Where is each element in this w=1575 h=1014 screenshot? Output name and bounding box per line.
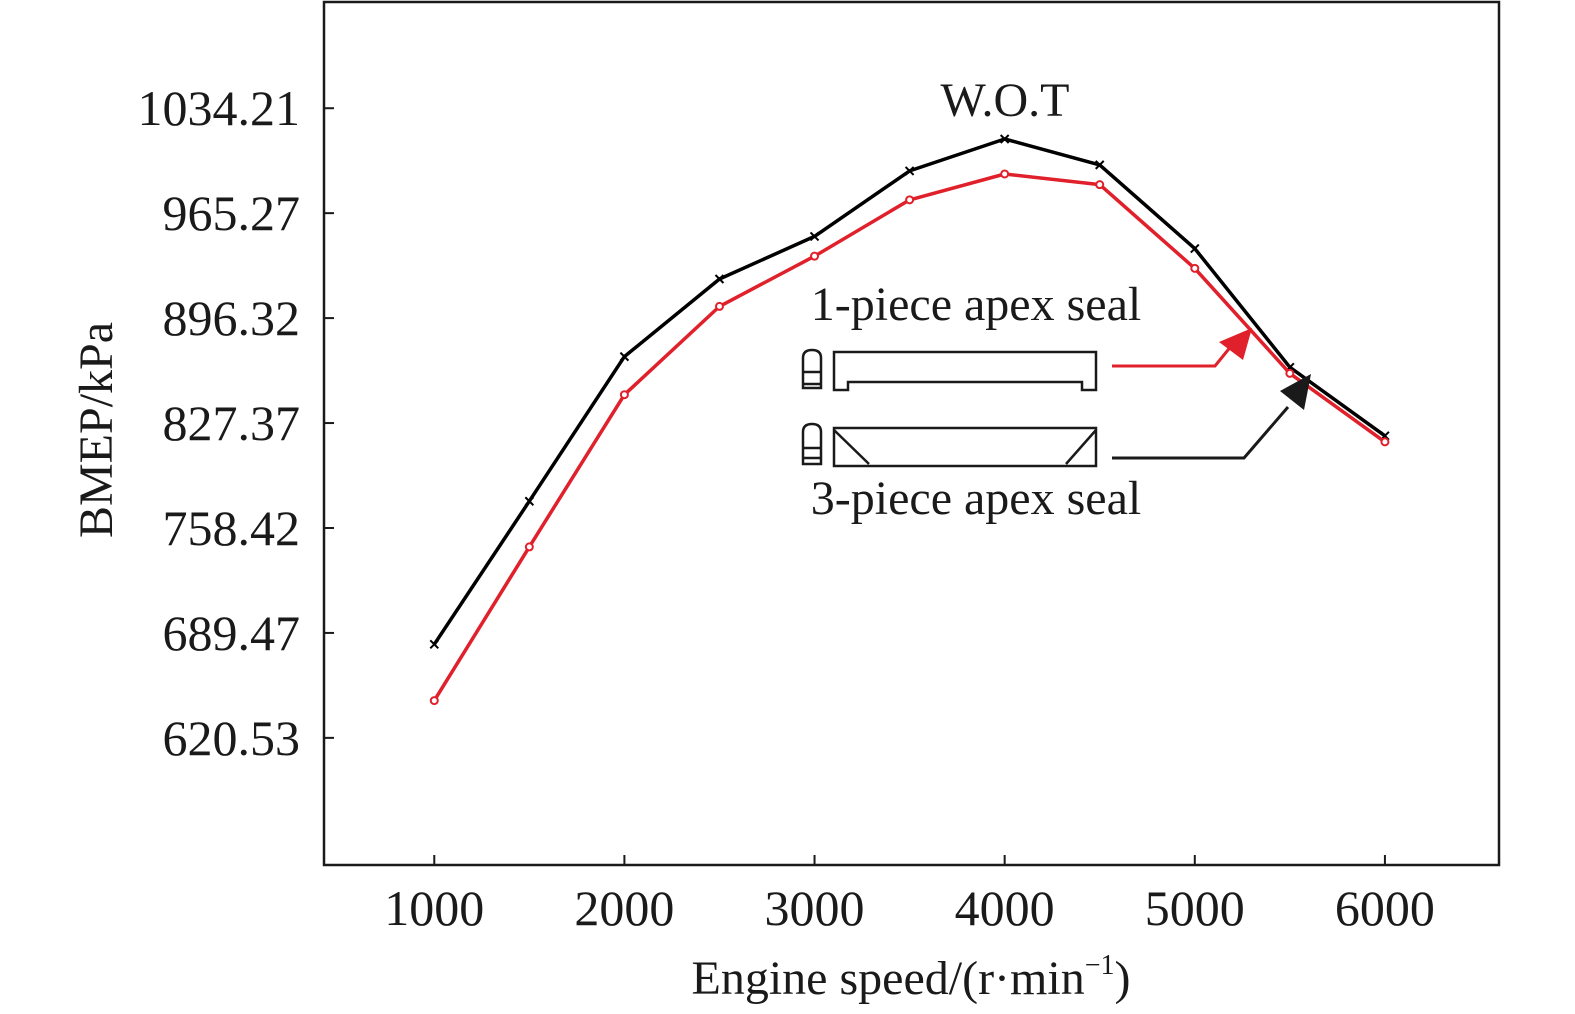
one-piece-seal-icon [801, 348, 1098, 392]
x-axis-title-main: Engine speed/(r·min [692, 952, 1085, 1005]
data-point [905, 195, 915, 205]
data-point [714, 274, 725, 284]
legend-label-3-piece: 3-piece apex seal [811, 472, 1141, 525]
plot-frame: 1000 2000 3000 4000 5000 6000 620.53 689.47 758.… [138, 0, 1501, 936]
data-point [714, 301, 724, 311]
data-point [619, 351, 630, 362]
data-point [1285, 368, 1295, 378]
one-piece-leader-line [1112, 344, 1234, 368]
x-tick-label: 6000 [1335, 880, 1435, 936]
x-tick-label: 4000 [955, 880, 1055, 936]
x-axis-title-close: ) [1115, 952, 1131, 1005]
series-line [432, 137, 1386, 646]
wot-label: W.O.T [941, 74, 1070, 127]
data-point [999, 134, 1010, 144]
x-tick-label: 1000 [384, 880, 484, 936]
data-point [1190, 263, 1200, 273]
y-axis-title: BMEP/kPa [70, 322, 123, 538]
x-tick-label: 5000 [1145, 880, 1245, 936]
data-point [810, 251, 820, 261]
legend-3-piece-apex-seal: 3-piece apex seal [801, 374, 1311, 525]
three-piece-seal-icon [801, 422, 1098, 468]
y-tick-label: 896.32 [163, 290, 301, 346]
three-piece-leader-line [1112, 406, 1290, 460]
series-line [432, 172, 1386, 702]
data-point [524, 542, 534, 552]
one-piece-arrowhead [1219, 328, 1252, 360]
x-tick-label: 2000 [574, 880, 674, 936]
plot-border [322, 0, 1501, 867]
data-point [809, 231, 820, 242]
data-point [1000, 169, 1010, 179]
data-point [1095, 160, 1105, 170]
data-point [1190, 243, 1200, 254]
series-layer [429, 134, 1390, 706]
data-point [904, 166, 915, 176]
data-point [524, 496, 535, 506]
y-tick-label: 620.53 [163, 710, 301, 766]
y-tick-label: 827.37 [163, 395, 301, 451]
y-tick-label: 1034.21 [138, 80, 301, 136]
data-point [619, 390, 629, 400]
data-point [1380, 437, 1390, 447]
x-tick-label: 3000 [765, 880, 865, 936]
three-piece-arrowhead [1280, 374, 1311, 410]
y-tick-label: 965.27 [163, 185, 301, 241]
data-point [429, 696, 439, 706]
data-point [1095, 180, 1105, 190]
x-axis-title: Engine speed/(r·min−1) [692, 950, 1131, 1005]
legend-1-piece-apex-seal: 1-piece apex seal [801, 278, 1252, 392]
y-tick-label: 689.47 [163, 605, 301, 661]
y-tick-label: 758.42 [163, 500, 301, 556]
series-3-piece-apex-seal [429, 134, 1390, 650]
legend-label-1-piece: 1-piece apex seal [811, 278, 1141, 331]
series-1-piece-apex-seal [429, 169, 1390, 706]
data-point [429, 639, 439, 650]
x-axis-title-exponent: −1 [1085, 950, 1115, 981]
